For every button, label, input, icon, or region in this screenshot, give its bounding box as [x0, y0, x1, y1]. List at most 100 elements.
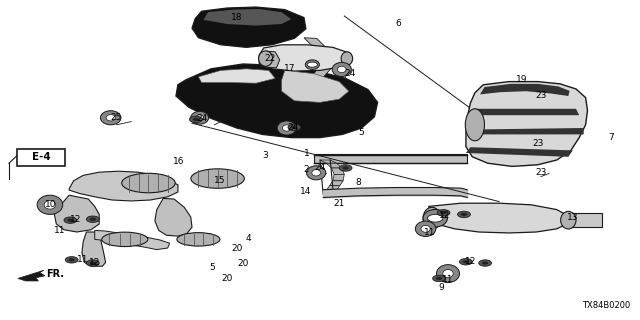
- Circle shape: [307, 62, 317, 67]
- Polygon shape: [314, 47, 333, 58]
- Text: 24: 24: [344, 69, 356, 78]
- Circle shape: [90, 218, 96, 221]
- Text: 9: 9: [439, 284, 444, 292]
- Text: 21: 21: [333, 199, 345, 208]
- Polygon shape: [319, 57, 333, 68]
- Circle shape: [342, 166, 349, 170]
- Ellipse shape: [44, 200, 56, 209]
- Text: 12: 12: [439, 211, 451, 220]
- Polygon shape: [467, 128, 584, 134]
- Circle shape: [437, 210, 450, 216]
- Ellipse shape: [312, 170, 321, 176]
- Polygon shape: [176, 64, 378, 138]
- Text: 5: 5: [358, 128, 364, 137]
- Text: 7: 7: [609, 133, 614, 142]
- Text: 23: 23: [535, 92, 547, 100]
- Text: 11: 11: [54, 226, 66, 235]
- Text: 23: 23: [535, 168, 547, 177]
- Text: 24: 24: [196, 114, 207, 123]
- Ellipse shape: [100, 111, 121, 125]
- Text: 25: 25: [111, 113, 122, 122]
- Ellipse shape: [436, 265, 460, 283]
- Text: 14: 14: [300, 188, 312, 196]
- Text: 12: 12: [89, 258, 100, 267]
- Polygon shape: [466, 147, 573, 157]
- Ellipse shape: [37, 195, 63, 214]
- Polygon shape: [333, 174, 344, 181]
- Text: 3: 3: [263, 151, 268, 160]
- Ellipse shape: [102, 232, 148, 247]
- Text: 11: 11: [77, 255, 89, 264]
- Circle shape: [67, 219, 74, 222]
- Ellipse shape: [421, 225, 430, 232]
- Text: 23: 23: [532, 139, 543, 148]
- Text: 13: 13: [567, 213, 579, 222]
- Text: 12: 12: [465, 257, 476, 266]
- Text: TX84B0200: TX84B0200: [582, 301, 630, 310]
- Circle shape: [65, 257, 78, 263]
- Polygon shape: [312, 67, 332, 77]
- Polygon shape: [259, 45, 351, 71]
- Polygon shape: [428, 203, 568, 233]
- Polygon shape: [304, 38, 326, 48]
- Text: 24: 24: [287, 123, 299, 132]
- Circle shape: [291, 126, 298, 129]
- Polygon shape: [314, 154, 467, 163]
- Circle shape: [479, 260, 492, 266]
- Circle shape: [86, 216, 99, 222]
- Text: 8: 8: [356, 178, 361, 187]
- Polygon shape: [326, 186, 340, 190]
- Polygon shape: [326, 163, 342, 168]
- Text: 24: 24: [314, 164, 326, 172]
- Circle shape: [460, 259, 472, 265]
- Polygon shape: [480, 84, 570, 96]
- FancyBboxPatch shape: [17, 149, 65, 166]
- Polygon shape: [95, 230, 170, 250]
- Circle shape: [64, 217, 77, 223]
- Ellipse shape: [561, 211, 576, 229]
- Ellipse shape: [196, 115, 204, 121]
- Polygon shape: [320, 160, 337, 163]
- Text: FR.: FR.: [46, 269, 64, 279]
- Circle shape: [288, 124, 301, 131]
- Text: 4: 4: [246, 234, 251, 243]
- Text: 12: 12: [70, 215, 81, 224]
- Circle shape: [86, 260, 99, 266]
- Circle shape: [339, 165, 352, 171]
- Circle shape: [436, 277, 442, 280]
- Polygon shape: [330, 181, 343, 186]
- Text: E-4: E-4: [31, 152, 51, 163]
- Polygon shape: [18, 270, 45, 281]
- Polygon shape: [466, 82, 588, 166]
- Ellipse shape: [465, 109, 484, 141]
- Text: 22: 22: [264, 54, 276, 63]
- Polygon shape: [192, 7, 306, 47]
- Ellipse shape: [277, 121, 296, 135]
- Polygon shape: [568, 213, 602, 227]
- Circle shape: [68, 258, 75, 261]
- Text: 10: 10: [45, 200, 57, 209]
- Ellipse shape: [307, 166, 326, 180]
- Ellipse shape: [122, 173, 175, 193]
- Text: 2: 2: [303, 165, 308, 174]
- Polygon shape: [54, 195, 99, 232]
- Circle shape: [482, 261, 488, 265]
- Polygon shape: [198, 69, 275, 83]
- Ellipse shape: [177, 233, 220, 246]
- Ellipse shape: [259, 51, 273, 66]
- Text: 19: 19: [516, 76, 527, 84]
- Circle shape: [440, 211, 447, 214]
- Polygon shape: [282, 70, 349, 102]
- Ellipse shape: [341, 52, 353, 65]
- Ellipse shape: [305, 60, 319, 69]
- Polygon shape: [82, 232, 106, 266]
- Polygon shape: [69, 171, 178, 201]
- Ellipse shape: [191, 111, 209, 124]
- Ellipse shape: [191, 169, 244, 188]
- Text: 18: 18: [231, 13, 243, 22]
- Ellipse shape: [415, 221, 436, 236]
- Circle shape: [461, 213, 467, 216]
- Ellipse shape: [423, 210, 447, 227]
- Ellipse shape: [106, 115, 115, 121]
- Polygon shape: [204, 9, 291, 26]
